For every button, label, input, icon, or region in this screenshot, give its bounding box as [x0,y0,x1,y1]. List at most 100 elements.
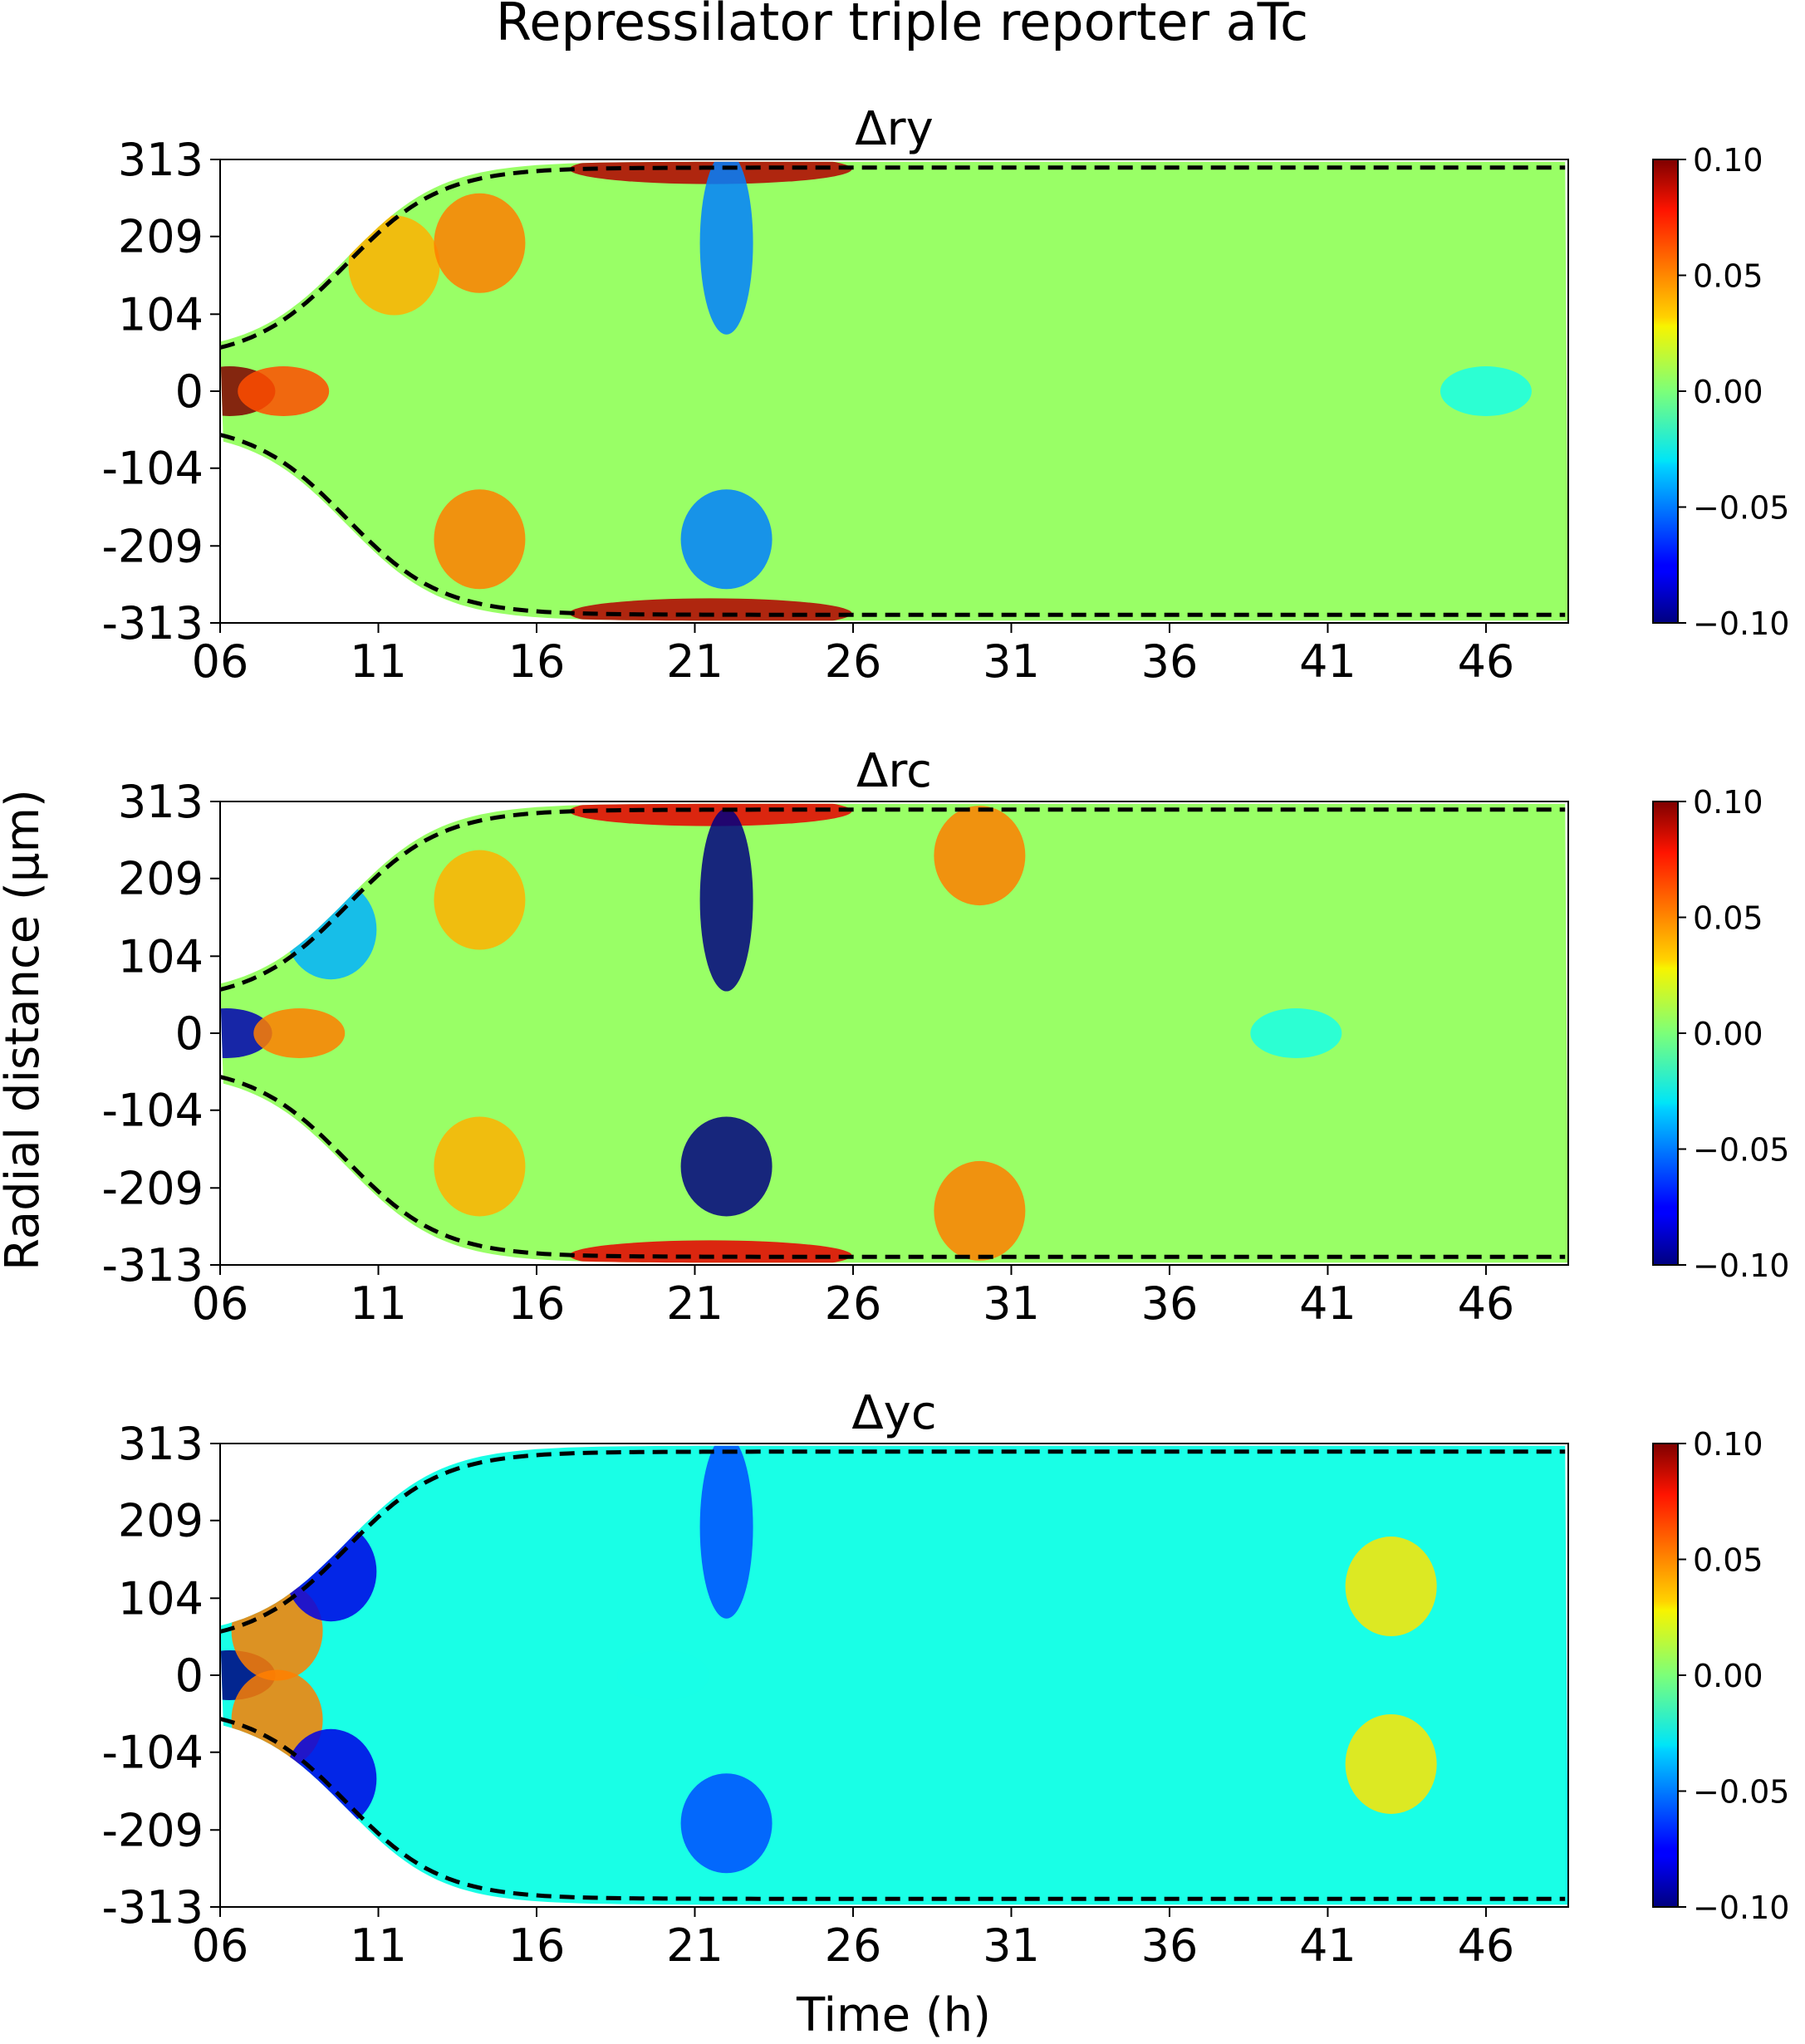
colorbar [1652,1443,1679,1908]
heatmap-feature-11 [934,1160,1026,1261]
x-tick-label: 16 [508,635,566,688]
x-tick-label: 36 [1141,1919,1199,1972]
x-tick-label: 06 [192,1919,249,1972]
panels: Δry 06 11 16 21 26 31 36 41 46 313 209 104 0 -104 -209 -… [101,102,1789,1972]
heatmap-feature-4 [285,1522,377,1622]
heatmap-feature-4 [434,850,526,950]
colorbar-tick-label: 0.05 [1693,900,1763,937]
colorbar-tick-label: 0.00 [1693,1658,1763,1694]
y-tick-label: -104 [101,1085,204,1137]
x-tick-label: 46 [1458,635,1515,688]
x-tick-label: 36 [1141,635,1199,688]
x-tick-label: 41 [1299,1277,1356,1330]
x-tick-label: 16 [508,1919,566,1972]
x-tick-label: 46 [1458,1277,1515,1330]
y-tick-label: -209 [101,520,204,572]
colorbar-tick-label: 0.10 [1693,784,1763,821]
heatmap-feature-6 [699,1445,753,1619]
heatmap-feature-2 [253,1008,346,1058]
y-axis-label: Radial distance (μm) [0,789,50,1271]
y-tick-label: 0 [175,1007,204,1060]
x-tick-label: 11 [350,1277,407,1330]
y-tick-label: -209 [101,1162,204,1214]
heatmap-feature-12 [1250,1008,1342,1058]
heatmap-feature-5 [434,489,526,590]
x-tick-label: 21 [666,635,723,688]
x-tick-label: 41 [1299,635,1356,688]
colorbar [1652,801,1679,1266]
colorbar-tick-label: −0.05 [1693,490,1789,527]
boundary-upper [219,807,1566,992]
panel-title: Δry [855,102,933,156]
y-tick-label: 104 [118,930,204,983]
x-tick-label: 06 [192,1277,249,1330]
y-tick-label: -313 [101,1239,204,1292]
panel-2: Δrc 06 11 16 21 26 31 36 41 46 313 209 104 0 -104 -209 -… [101,744,1789,1330]
heatmap-feature-5 [434,1116,526,1217]
y-tick-label: -313 [101,597,204,649]
y-tick-label: 313 [118,1418,204,1470]
y-tick-label: 209 [118,211,204,263]
x-tick-label: 46 [1458,1919,1515,1972]
colorbar-tick-label: 0.00 [1693,1016,1763,1052]
x-tick-label: 26 [825,1277,882,1330]
boundary-upper [219,165,1566,350]
x-tick-label: 11 [350,1919,407,1972]
x-tick-label: 36 [1141,1277,1199,1330]
colorbar-tick-label: −0.05 [1693,1132,1789,1169]
x-tick-label: 31 [983,1277,1040,1330]
x-tick-label: 26 [825,635,882,688]
y-tick-label: 104 [118,1572,204,1625]
heatmap-background [220,1445,1568,1905]
colorbar-tick-label: 0.00 [1693,374,1763,410]
heatmap-feature-8 [699,161,753,335]
y-tick-label: 209 [118,1495,204,1547]
y-tick-label: -104 [101,443,204,495]
heatmap-feature-10 [1440,366,1532,416]
x-tick-label: 16 [508,1277,566,1330]
boundary-lower [219,433,1566,617]
figure-title: Repressilator triple reporter aTc [496,0,1308,52]
colorbar-tick-label: −0.10 [1693,1890,1789,1926]
panel-1: Δry 06 11 16 21 26 31 36 41 46 313 209 104 0 -104 -209 -… [101,102,1789,688]
heatmap-background [220,803,1568,1263]
heatmap-feature-1 [220,1008,272,1058]
x-axis-label: Time (h) [796,1988,991,2042]
colorbar-tick-label: 0.10 [1693,142,1763,179]
x-tick-label: 26 [825,1919,882,1972]
heatmap-feature-3 [285,880,377,980]
heatmap-field [220,161,1568,621]
heatmap-feature-8 [699,808,753,992]
y-tick-label: 313 [118,776,204,828]
x-tick-label: 41 [1299,1919,1356,1972]
boundary-lower [219,1717,1566,1901]
heatmap-feature-4 [434,193,526,293]
panel-3: Δyc 06 11 16 21 26 31 36 41 46 313 209 104 0 -104 -209 -… [101,1386,1789,1972]
colorbar-tick-label: 0.05 [1693,258,1763,295]
y-tick-label: -313 [101,1881,204,1934]
heatmap-feature-2 [238,366,330,416]
colorbar-tick-label: 0.10 [1693,1426,1763,1463]
heatmap-field [220,803,1568,1263]
y-tick-label: 313 [118,134,204,186]
heatmap-feature-10 [617,1650,709,1700]
y-tick-label: 0 [175,365,204,418]
colorbar-tick-label: 0.05 [1693,1542,1763,1579]
y-tick-label: -104 [101,1727,204,1779]
heatmap-feature-9 [680,489,773,590]
colorbar [1652,159,1679,624]
heatmap-feature-9 [680,1116,773,1217]
panel-title: Δyc [851,1386,936,1440]
x-tick-label: 31 [983,635,1040,688]
y-tick-label: 104 [118,288,204,341]
x-tick-label: 06 [192,635,249,688]
x-tick-label: 21 [666,1919,723,1972]
panel-title: Δrc [856,744,932,798]
x-tick-label: 21 [666,1277,723,1330]
x-tick-label: 11 [350,635,407,688]
colorbar-tick-label: −0.05 [1693,1774,1789,1811]
heatmap-feature-9 [1345,1713,1437,1814]
y-tick-label: 0 [175,1649,204,1702]
heatmap-feature-3 [348,215,440,316]
